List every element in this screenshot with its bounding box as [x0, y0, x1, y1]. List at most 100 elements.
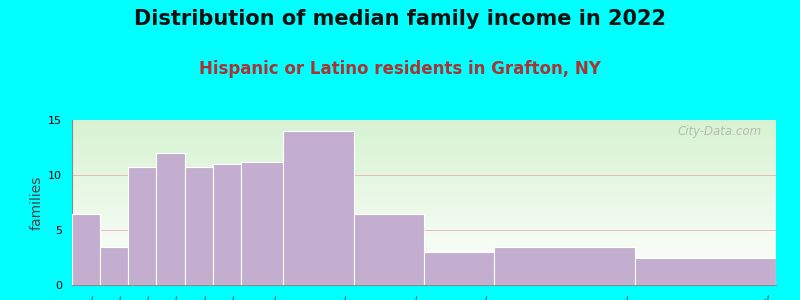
- Text: Hispanic or Latino residents in Grafton, NY: Hispanic or Latino residents in Grafton,…: [199, 60, 601, 78]
- Bar: [72, 140, 776, 141]
- Bar: [72, 201, 776, 202]
- Bar: [72, 153, 776, 154]
- Bar: [72, 204, 776, 206]
- Bar: [283, 131, 354, 285]
- Bar: [72, 282, 776, 283]
- Text: City-Data.com: City-Data.com: [678, 125, 762, 138]
- Bar: [72, 135, 776, 137]
- Bar: [72, 283, 776, 285]
- Bar: [157, 153, 185, 285]
- Bar: [72, 272, 776, 274]
- Bar: [72, 275, 776, 277]
- Bar: [72, 166, 776, 168]
- Bar: [241, 162, 283, 285]
- Bar: [72, 160, 776, 161]
- Bar: [72, 146, 776, 148]
- Bar: [72, 217, 776, 219]
- Bar: [72, 138, 776, 140]
- Bar: [72, 150, 776, 151]
- Bar: [424, 252, 494, 285]
- Bar: [72, 242, 776, 244]
- Bar: [72, 171, 776, 173]
- Bar: [72, 193, 776, 194]
- Bar: [635, 257, 776, 285]
- Bar: [72, 141, 776, 143]
- Bar: [72, 232, 776, 234]
- Bar: [72, 174, 776, 176]
- Bar: [72, 161, 776, 163]
- Bar: [354, 214, 424, 285]
- Bar: [72, 220, 776, 222]
- Bar: [72, 208, 776, 209]
- Bar: [72, 130, 776, 131]
- Bar: [72, 252, 776, 254]
- Bar: [72, 244, 776, 245]
- Bar: [72, 136, 776, 138]
- Bar: [72, 120, 776, 122]
- Bar: [72, 199, 776, 201]
- Bar: [72, 181, 776, 183]
- Bar: [72, 186, 776, 188]
- Bar: [72, 259, 776, 260]
- Bar: [72, 122, 776, 123]
- Bar: [72, 179, 776, 181]
- Bar: [72, 145, 776, 146]
- Bar: [72, 278, 776, 280]
- Bar: [72, 154, 776, 156]
- Bar: [72, 239, 776, 240]
- Bar: [72, 128, 776, 130]
- Bar: [72, 277, 776, 278]
- Bar: [72, 163, 776, 164]
- Bar: [72, 183, 776, 184]
- Bar: [72, 209, 776, 211]
- Bar: [72, 214, 100, 285]
- Bar: [72, 164, 776, 166]
- Bar: [72, 127, 776, 128]
- Bar: [72, 123, 776, 125]
- Bar: [72, 191, 776, 193]
- Bar: [72, 250, 776, 252]
- Bar: [72, 280, 776, 282]
- Bar: [72, 151, 776, 153]
- Bar: [72, 234, 776, 236]
- Bar: [72, 263, 776, 265]
- Bar: [72, 184, 776, 186]
- Bar: [72, 188, 776, 189]
- Bar: [72, 245, 776, 247]
- Bar: [72, 219, 776, 220]
- Bar: [72, 197, 776, 199]
- Bar: [72, 260, 776, 262]
- Bar: [72, 143, 776, 145]
- Bar: [72, 133, 776, 135]
- Bar: [72, 173, 776, 174]
- Bar: [72, 247, 776, 249]
- Bar: [72, 176, 776, 178]
- Bar: [72, 268, 776, 270]
- Bar: [72, 211, 776, 212]
- Bar: [72, 227, 776, 229]
- Bar: [72, 265, 776, 267]
- Bar: [72, 202, 776, 204]
- Bar: [72, 169, 776, 171]
- Bar: [72, 230, 776, 232]
- Bar: [72, 148, 776, 150]
- Bar: [72, 255, 776, 257]
- Bar: [72, 156, 776, 158]
- Bar: [72, 158, 776, 160]
- Bar: [72, 270, 776, 272]
- Bar: [72, 224, 776, 226]
- Bar: [72, 240, 776, 242]
- Bar: [72, 249, 776, 250]
- Bar: [72, 212, 776, 214]
- Bar: [72, 206, 776, 208]
- Bar: [213, 164, 241, 285]
- Bar: [72, 254, 776, 255]
- Bar: [72, 216, 776, 217]
- Bar: [72, 222, 776, 224]
- Bar: [72, 214, 776, 216]
- Y-axis label: families: families: [30, 175, 44, 230]
- Bar: [72, 196, 776, 197]
- Bar: [72, 229, 776, 230]
- Bar: [185, 167, 213, 285]
- Bar: [72, 267, 776, 268]
